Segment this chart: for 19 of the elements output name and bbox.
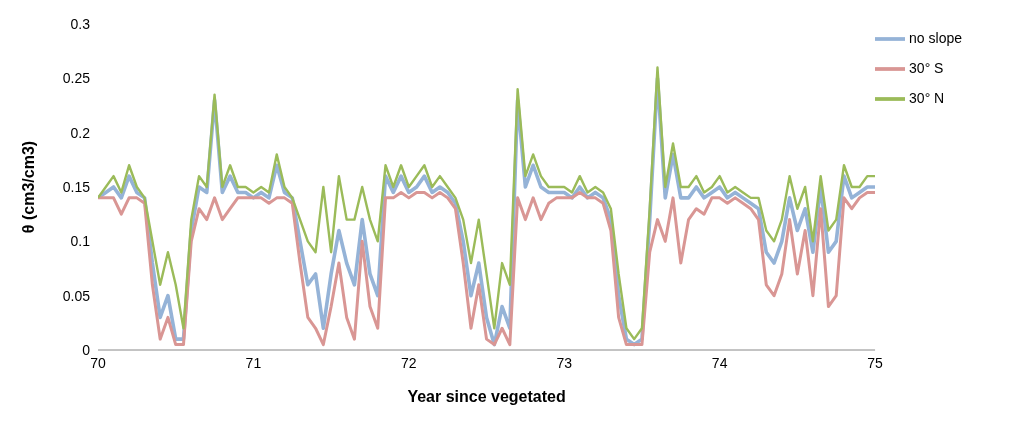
x-tick-label: 71 <box>245 354 262 371</box>
line-series <box>98 190 876 347</box>
y-tick-label: 0.2 <box>70 124 91 141</box>
x-tick-label: 73 <box>556 354 573 371</box>
y-tick-label: 0.1 <box>70 233 91 250</box>
legend-label: no slope <box>909 29 962 46</box>
legend-label: 30° N <box>909 89 945 106</box>
y-axis-title: θ (cm3/cm3) <box>19 140 37 234</box>
y-tick-label: 0.25 <box>62 70 91 87</box>
x-tick-label: 72 <box>401 354 417 371</box>
y-tick-label: 0.05 <box>62 287 91 304</box>
x-tick-label: 75 <box>867 354 884 371</box>
y-tick-label: 0 <box>82 341 91 358</box>
legend-label: 30° S <box>909 59 944 76</box>
x-tick-label: 74 <box>711 354 728 371</box>
x-tick-label: 70 <box>90 354 106 371</box>
y-tick-label: 0.3 <box>70 15 91 32</box>
y-tick-label: 0.15 <box>62 178 91 195</box>
x-axis-title: Year since vegetated <box>407 388 566 405</box>
